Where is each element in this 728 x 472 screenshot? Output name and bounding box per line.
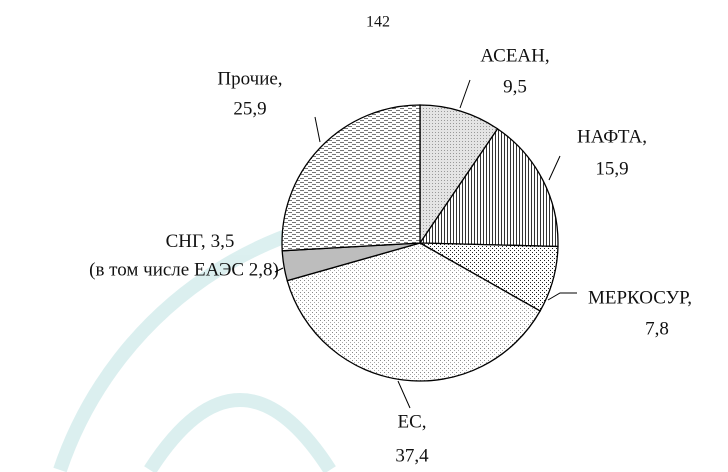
pie-slice — [418, 127, 559, 248]
slice-label: МЕРКОСУР, — [588, 287, 692, 308]
value-label: 9,5 — [503, 76, 527, 97]
leader-line — [459, 79, 471, 109]
value-label: 3,5 — [211, 231, 235, 252]
category-name: СНГ, — [166, 231, 206, 252]
page-number: 142 — [366, 14, 390, 31]
leader-line — [397, 380, 411, 409]
annotation: (в том числе ЕАЭС 2,8) — [89, 259, 279, 280]
slice-label: НАФТА, — [577, 126, 647, 147]
pie-slice — [281, 104, 421, 252]
slice-label: Прочие, — [217, 68, 282, 89]
pie-slice — [286, 242, 541, 382]
value-label: 25,9 — [233, 98, 266, 119]
leader-line — [548, 155, 561, 181]
value-label: 37,4 — [395, 445, 429, 466]
slice-label: СНГ, 3,5 — [166, 231, 235, 252]
value-label: 7,8 — [645, 318, 669, 339]
slice-label: ЕС, — [397, 411, 426, 432]
leader-line — [274, 267, 284, 273]
leader-line — [547, 292, 577, 301]
value-label: 15,9 — [595, 158, 628, 179]
slice-label: АСЕАН, — [480, 45, 549, 66]
leader-line — [314, 116, 321, 143]
pie-slice — [419, 104, 499, 246]
